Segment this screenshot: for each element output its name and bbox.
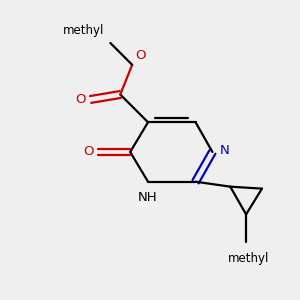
Text: O: O — [135, 49, 146, 62]
Text: O: O — [83, 146, 94, 158]
Text: NH: NH — [138, 191, 158, 204]
Text: methyl: methyl — [227, 252, 269, 265]
Text: methyl: methyl — [63, 24, 104, 37]
Text: O: O — [75, 93, 86, 106]
Text: N: N — [219, 143, 229, 157]
